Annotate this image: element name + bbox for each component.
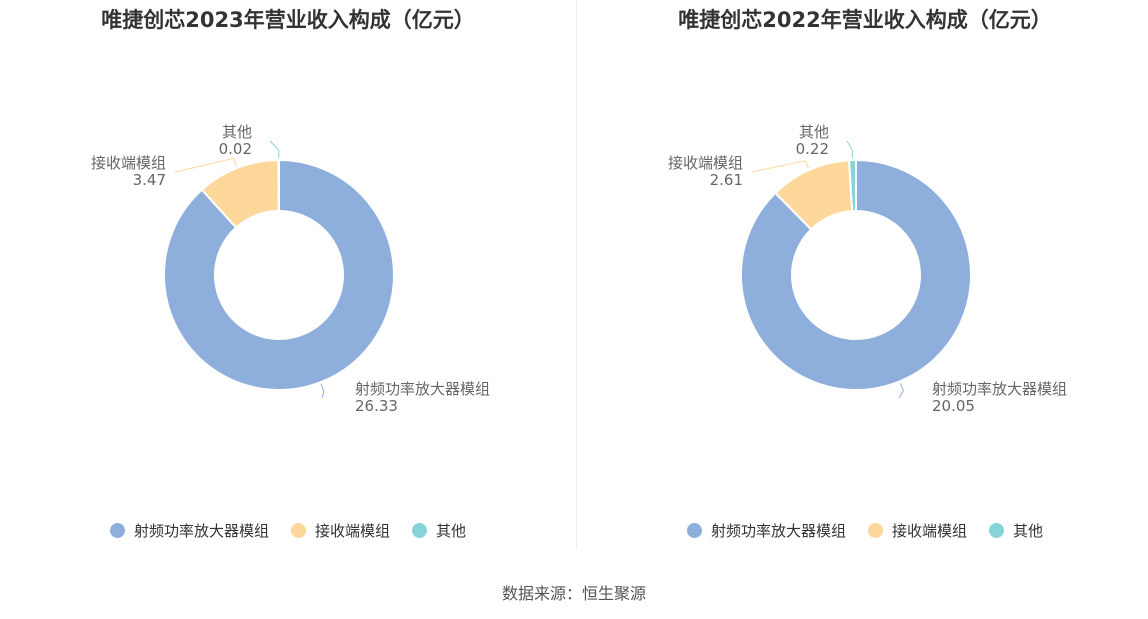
slice-label-value: 0.02 [219,140,252,158]
legend-label: 接收端模组 [314,522,390,540]
leader-line [846,140,853,159]
legend-marker-icon [686,523,702,538]
legend-marker-icon [109,523,125,538]
legend-marker-icon [989,523,1004,538]
donut-slice-3[interactable] [847,158,857,213]
chart-title: 唯捷创芯2022年营业收入构成（亿元） [678,8,1052,32]
leader-line [751,160,809,173]
slice-label-value: 3.47 [133,171,166,189]
legend-item-rf-pa[interactable]: 射频功率放大器模组 [109,520,269,541]
leader-line [898,383,904,399]
legend-label: 射频功率放大器模组 [710,522,846,540]
legend-item-other[interactable]: 其他 [412,520,466,541]
legend-marker-icon [867,523,883,538]
leader-line [174,157,238,173]
donut-slice-1[interactable] [163,158,395,391]
slice-label-name: 射频功率放大器模组 [932,380,1067,398]
legend-label: 射频功率放大器模组 [133,522,269,540]
slice-label-name: 其他 [799,123,829,141]
chart-panel-2022: 唯捷创芯2022年营业收入构成（亿元） 射频功率放大器模组 20.05 接收端模组 2… [577,0,1148,550]
legend-item-rf-pa[interactable]: 射频功率放大器模组 [686,520,846,541]
legend-marker-icon [412,523,427,538]
slice-label-value: 26.33 [355,397,398,415]
legend-item-receiver[interactable]: 接收端模组 [290,520,390,541]
chart-panel-2023: 唯捷创芯2023年营业收入构成（亿元） 射频功率放大器模组 26.33 接收端模组 3… [0,0,576,550]
slice-label-name: 其他 [222,123,252,141]
legend-label: 其他 [1013,522,1044,540]
slice-label-value: 20.05 [932,397,975,415]
legend-item-receiver[interactable]: 接收端模组 [867,520,967,541]
panel-divider [576,0,577,550]
legend: 射频功率放大器模组 接收端模组 其他 [577,520,1148,541]
leader-line [269,140,280,159]
data-source: 数据来源：恒生聚源 [501,584,646,603]
legend-label: 其他 [436,522,467,540]
slice-label-name: 射频功率放大器模组 [355,380,490,398]
legend-marker-icon [290,523,306,538]
legend-item-other[interactable]: 其他 [989,520,1043,541]
legend: 射频功率放大器模组 接收端模组 其他 [0,520,576,541]
chart-title: 唯捷创芯2023年营业收入构成（亿元） [101,8,475,32]
slice-label-name: 接收端模组 [668,154,743,172]
legend-label: 接收端模组 [891,522,967,540]
leader-line [320,384,325,399]
slice-label-name: 接收端模组 [91,154,166,172]
slice-label-value: 2.61 [710,171,743,189]
slice-label-value: 0.22 [796,140,829,158]
